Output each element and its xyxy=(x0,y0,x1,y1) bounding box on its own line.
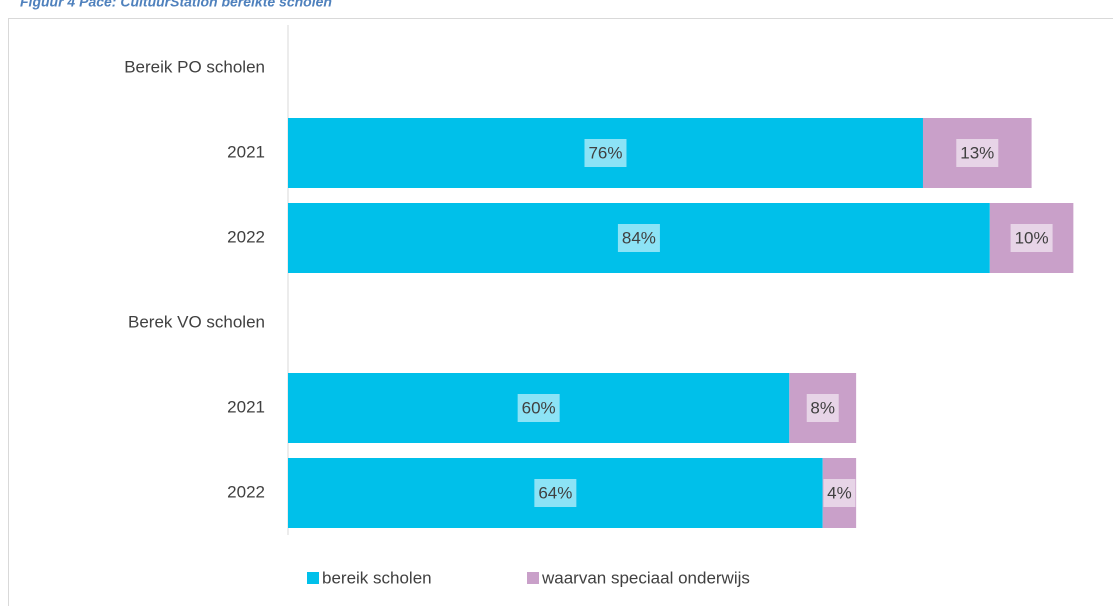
y-tick-label: Bereik PO scholen xyxy=(124,57,265,76)
value-label: 76% xyxy=(588,143,622,162)
y-tick-label: 2022 xyxy=(227,227,265,246)
y-tick-label: 2022 xyxy=(227,482,265,501)
value-label: 13% xyxy=(960,143,994,162)
value-label-bg xyxy=(956,139,999,167)
y-tick-label: Berek VO scholen xyxy=(128,312,265,331)
value-label-bg xyxy=(823,479,856,507)
value-label-bg xyxy=(617,224,660,252)
legend-label: waarvan speciaal onderwijs xyxy=(541,568,750,587)
value-label: 4% xyxy=(827,483,852,502)
value-label-bg xyxy=(1010,224,1053,252)
chart-frame xyxy=(8,18,1113,606)
value-label: 64% xyxy=(538,483,572,502)
value-label: 8% xyxy=(810,398,835,417)
legend-label: bereik scholen xyxy=(322,568,432,587)
y-tick-label: 2021 xyxy=(227,142,265,161)
value-label-bg xyxy=(584,139,627,167)
value-label-bg xyxy=(517,394,560,422)
value-label: 84% xyxy=(622,228,656,247)
legend-swatch xyxy=(527,572,539,584)
legend-swatch xyxy=(307,572,319,584)
value-label: 60% xyxy=(522,398,556,417)
chart-title: Figuur 4 Pace: CultuurStation bereikte s… xyxy=(20,0,332,10)
value-label: 10% xyxy=(1015,228,1049,247)
value-label-bg xyxy=(534,479,577,507)
value-label-bg xyxy=(806,394,839,422)
y-tick-label: 2021 xyxy=(227,397,265,416)
